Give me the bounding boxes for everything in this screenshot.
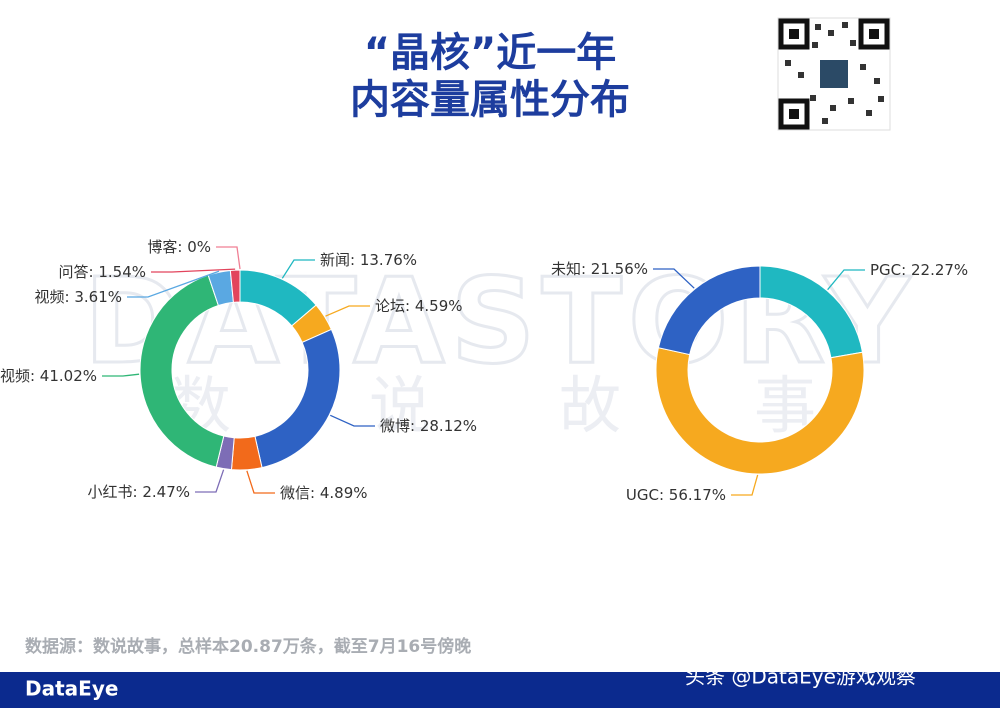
data-label: 博客: 0% bbox=[147, 238, 211, 256]
data-label: 新闻: 13.76% bbox=[320, 251, 417, 269]
label-separator: : bbox=[133, 483, 143, 501]
source-note: 数据源：数说故事，总样本20.87万条，截至7月16号傍晚 bbox=[25, 636, 471, 657]
data-label: 论坛: 4.59% bbox=[375, 297, 463, 315]
label-separator: : bbox=[177, 238, 187, 256]
leader-line bbox=[127, 270, 220, 298]
title-line2: 内容量属性分布 bbox=[350, 77, 630, 123]
label-separator: : bbox=[310, 484, 320, 502]
donut-segment bbox=[657, 265, 761, 356]
data-label: 微博: 28.12% bbox=[380, 417, 477, 435]
data-label: 视频: 3.61% bbox=[35, 288, 123, 306]
label-name: 短视频 bbox=[0, 367, 30, 385]
footer-logo: DataEye bbox=[25, 677, 118, 701]
leader-line bbox=[102, 373, 140, 377]
label-value: 4.89% bbox=[320, 484, 368, 502]
label-value: 0% bbox=[187, 238, 211, 256]
label-separator: : bbox=[410, 417, 420, 435]
leader-line bbox=[325, 305, 370, 317]
label-name: 新闻 bbox=[320, 251, 350, 269]
label-separator: : bbox=[30, 367, 40, 385]
label-separator: : bbox=[65, 288, 75, 306]
label-value: 28.12% bbox=[420, 417, 477, 435]
label-value: 41.02% bbox=[40, 367, 97, 385]
data-label: 问答: 1.54% bbox=[59, 263, 147, 281]
title-line1: “晶核”近一年 bbox=[364, 30, 617, 76]
label-name: 视频 bbox=[35, 288, 65, 306]
label-name: 未知 bbox=[551, 260, 581, 278]
watermark-chinese: 数说故事 bbox=[169, 369, 816, 442]
leader-line bbox=[216, 246, 241, 270]
label-separator: : bbox=[350, 251, 360, 269]
data-label: 微信: 4.89% bbox=[280, 484, 368, 502]
label-value: 3.61% bbox=[74, 288, 122, 306]
label-separator: : bbox=[659, 486, 669, 504]
label-value: 21.56% bbox=[591, 260, 648, 278]
charts: 新闻: 13.76% 论坛: 4.59% 微博: 28.12% 微信: 4.89% 小红… bbox=[0, 238, 968, 504]
donut-segment bbox=[655, 347, 865, 475]
footer-credit: 头条 @DataEye游戏观察 bbox=[685, 665, 916, 689]
label-separator: : bbox=[405, 297, 415, 315]
label-value: 2.47% bbox=[142, 483, 190, 501]
label-name: UGC bbox=[626, 486, 659, 504]
label-name: 博客 bbox=[147, 238, 177, 256]
donut-segment bbox=[229, 269, 241, 303]
leader-line bbox=[329, 414, 375, 427]
label-value: 56.17% bbox=[669, 486, 726, 504]
data-label: 小红书: 2.47% bbox=[88, 483, 191, 501]
data-label: UGC: 56.17% bbox=[626, 486, 726, 504]
label-separator: : bbox=[581, 260, 591, 278]
label-separator: : bbox=[901, 261, 911, 279]
qr-code bbox=[777, 17, 891, 131]
leader-line bbox=[827, 269, 865, 291]
label-value: 13.76% bbox=[360, 251, 417, 269]
leader-line bbox=[195, 469, 225, 493]
label-name: 小红书 bbox=[88, 483, 133, 501]
label-name: PGC bbox=[870, 261, 901, 279]
data-label: 未知: 21.56% bbox=[551, 260, 648, 278]
label-value: 1.54% bbox=[98, 263, 146, 281]
label-name: 微博 bbox=[380, 417, 410, 435]
watermark-char: 说 bbox=[369, 369, 431, 442]
label-value: 4.59% bbox=[415, 297, 463, 315]
leader-line bbox=[731, 474, 759, 496]
watermark-char: 故 bbox=[559, 369, 621, 442]
leader-line bbox=[246, 470, 275, 494]
footer-bar bbox=[0, 672, 1000, 708]
leader-line bbox=[151, 268, 236, 273]
data-label: PGC: 22.27% bbox=[870, 261, 968, 279]
label-value: 22.27% bbox=[911, 261, 968, 279]
leader-line bbox=[281, 259, 315, 279]
label-name: 论坛 bbox=[375, 297, 405, 315]
data-label: 短视频: 41.02% bbox=[0, 367, 97, 385]
label-name: 问答 bbox=[59, 263, 89, 281]
leader-line bbox=[653, 268, 695, 289]
label-name: 微信 bbox=[280, 484, 310, 502]
label-separator: : bbox=[89, 263, 99, 281]
